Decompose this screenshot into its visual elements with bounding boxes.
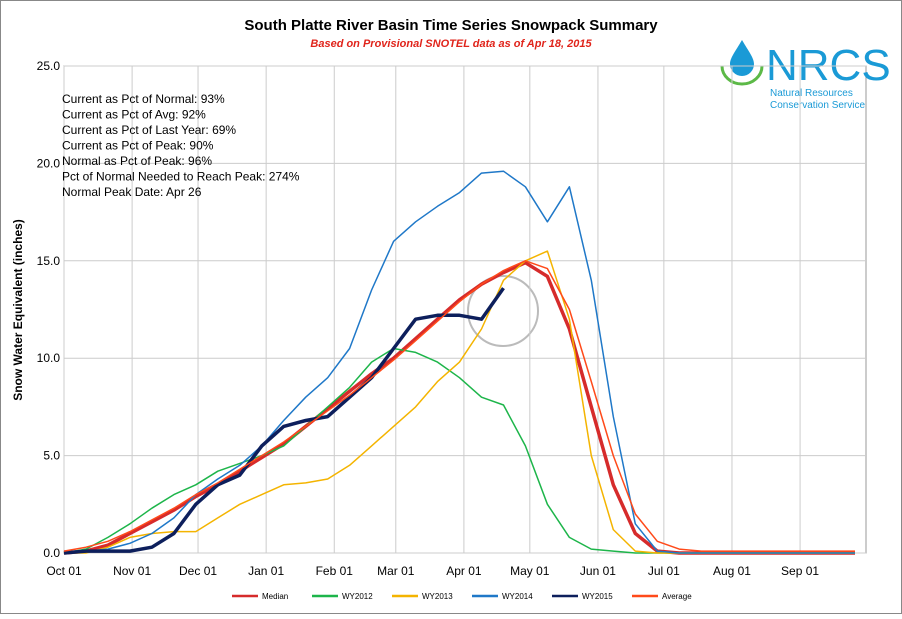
annotation: Current as Pct of Peak: 90% [62,139,214,153]
chart-subtitle: Based on Provisional SNOTEL data as of A… [310,38,592,50]
y-tick-label: 25.0 [37,59,61,73]
legend-label: WY2012 [342,592,373,601]
logo-drop [730,40,754,76]
y-tick-label: 10.0 [37,351,61,365]
x-tick-label: Nov 01 [113,564,151,578]
logo-line: Conservation Service [770,100,865,111]
y-tick-label: 15.0 [37,254,61,268]
series-line [63,287,505,555]
annotation: Current as Pct of Last Year: 69% [62,123,236,137]
chart-title: South Platte River Basin Time Series Sno… [244,17,658,34]
legend-label: WY2015 [582,592,613,601]
annotation: Current as Pct of Avg: 92% [62,108,206,122]
x-tick-label: Apr 01 [446,564,482,578]
x-tick-label: Sep 01 [781,564,819,578]
annotation: Normal as Pct of Peak: 96% [62,154,212,168]
x-tick-label: Mar 01 [377,564,415,578]
highlight-circle [467,275,539,347]
series-line [63,260,855,552]
x-tick-label: Jul 01 [648,564,680,578]
x-tick-label: Jan 01 [248,564,284,578]
logo-line: Natural Resources [770,88,853,99]
annotation: Normal Peak Date: Apr 26 [62,185,202,199]
legend-label: Median [262,592,288,601]
legend-label: WY2013 [422,592,453,601]
legend-label: WY2014 [502,592,533,601]
annotation: Current as Pct of Normal: 93% [62,92,225,106]
y-tick-label: 0.0 [43,546,60,560]
y-axis-label: Snow Water Equivalent (inches) [11,219,25,401]
annotation: Pct of Normal Needed to Reach Peak: 274% [62,170,300,184]
x-tick-label: Aug 01 [713,564,751,578]
x-tick-label: Feb 01 [316,564,354,578]
logo-arc [720,65,764,86]
y-tick-label: 20.0 [37,156,61,170]
x-tick-label: Oct 01 [46,564,82,578]
y-tick-label: 5.0 [43,449,60,463]
x-tick-label: May 01 [510,564,550,578]
x-tick-label: Dec 01 [179,564,217,578]
legend-label: Average [662,592,692,601]
x-tick-label: Jun 01 [580,564,616,578]
